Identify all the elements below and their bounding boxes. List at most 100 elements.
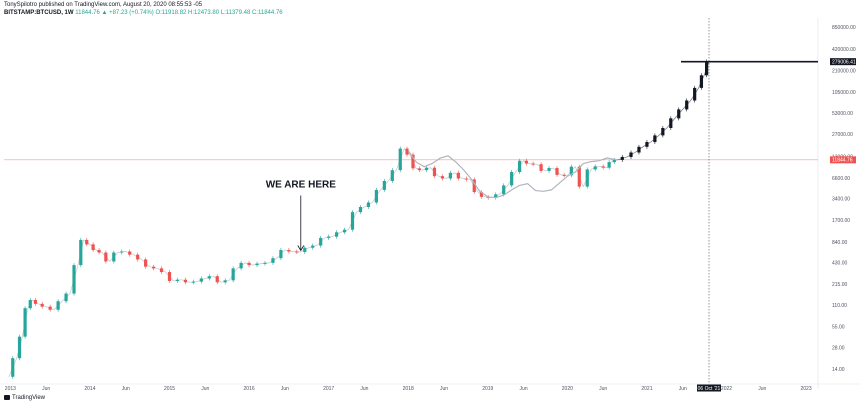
y-tick-label: 430.00 <box>832 261 848 267</box>
annotation-text: WE ARE HERE <box>266 180 337 191</box>
x-tick-label: 2023 <box>801 386 812 392</box>
candle-body <box>418 168 421 170</box>
candle-body <box>532 164 535 165</box>
candle-body <box>72 265 75 293</box>
y-tick-label: 55.00 <box>832 325 845 331</box>
candle-body <box>391 170 394 181</box>
candle-body <box>586 169 589 186</box>
x-tick-label: 2018 <box>403 386 414 392</box>
tradingview-logo-icon <box>4 395 10 400</box>
candle-body <box>637 147 640 153</box>
candle-body <box>669 118 672 128</box>
candle-body <box>104 253 107 262</box>
candle-body <box>621 157 624 160</box>
candle-body <box>184 280 187 283</box>
candle-body <box>653 135 656 142</box>
candle-body <box>303 248 306 252</box>
candle-body <box>120 251 123 252</box>
y-tick-label: 14.00 <box>832 367 845 373</box>
x-tick-label: Jun <box>42 386 50 392</box>
candle-body <box>263 263 266 264</box>
candle-body <box>319 238 322 246</box>
series-group <box>9 60 709 379</box>
candle-body <box>240 263 243 269</box>
x-tick-label: Jun <box>520 386 528 392</box>
current-price-tag-text: 11844.76 <box>832 158 853 164</box>
x-tick-label: 2019 <box>482 386 493 392</box>
candle-body <box>555 168 558 175</box>
candle-body <box>160 268 163 272</box>
candle-body <box>192 282 195 283</box>
target-price-tag-text: 279006.41 <box>832 59 856 65</box>
x-tick-label: Jun <box>281 386 289 392</box>
x-tick-label: 2021 <box>641 386 652 392</box>
candle-body <box>367 203 370 207</box>
candle-body <box>449 173 452 179</box>
candle-body <box>465 178 468 179</box>
x-tick-label: Jun <box>758 386 766 392</box>
candle-body <box>327 237 330 238</box>
x-tick-label: Jun <box>122 386 130 392</box>
candle-body <box>232 268 235 280</box>
y-tick-label: 850000.00 <box>832 25 856 31</box>
candle-body <box>629 152 632 156</box>
candle-body <box>271 258 274 263</box>
candle-body <box>608 162 611 168</box>
x-tick-label: Jun <box>599 386 607 392</box>
candle-body <box>405 149 408 155</box>
candle-body <box>677 109 680 118</box>
candle-body <box>563 175 566 176</box>
annotation: WE ARE HERE <box>266 180 337 251</box>
x-tick-label: Jun <box>360 386 368 392</box>
y-tick-label: 53000.00 <box>832 111 853 117</box>
candle-body <box>287 250 290 251</box>
candle-body <box>41 304 44 307</box>
x-tick-label: 2015 <box>164 386 175 392</box>
candle-body <box>645 142 648 147</box>
y-axis: 850000.00 420000.00 210000.00 105000.00 5300… <box>818 18 856 389</box>
x-tick-label: Jun <box>440 386 448 392</box>
x-tick-label: 2016 <box>244 386 255 392</box>
candle-body <box>602 166 605 167</box>
candle-body <box>594 166 597 169</box>
candle-body <box>64 294 67 302</box>
candle-body <box>152 267 155 269</box>
candle-body <box>661 128 664 135</box>
candle-body <box>375 190 378 203</box>
candle-body <box>176 280 179 281</box>
y-tick-label: 1700.00 <box>832 218 850 224</box>
candle-body <box>351 212 354 230</box>
y-tick-label: 420000.00 <box>832 47 856 53</box>
candle-body <box>343 230 346 233</box>
candle-body <box>85 240 88 244</box>
candle-body <box>216 276 219 282</box>
candle-body <box>144 259 147 266</box>
candle-body <box>311 246 314 248</box>
candle-body <box>705 62 708 76</box>
candle-body <box>208 276 211 278</box>
y-tick-label: 215.00 <box>832 282 848 288</box>
candle-body <box>433 168 436 176</box>
candle-body <box>525 161 528 164</box>
tradingview-logo-text: TradingView <box>12 395 45 401</box>
candle-body <box>11 358 14 377</box>
candle-body <box>693 88 696 101</box>
candle-body <box>399 149 402 171</box>
candle-body <box>97 250 100 252</box>
candle-body <box>518 161 521 172</box>
x-axis: 2013 Jun 2014 Jun 2015 Jun 2016 Jun 2017 Jun 2018 J… <box>0 384 860 392</box>
x-tick-label: 2020 <box>562 386 573 392</box>
candle-body <box>502 185 505 194</box>
y-tick-label: 28.00 <box>832 346 845 352</box>
candle-body <box>79 240 82 265</box>
candle-body <box>685 100 688 109</box>
projection-line <box>618 62 710 160</box>
candle-body <box>613 160 616 162</box>
y-tick-label: 110.00 <box>832 303 847 309</box>
candle-body <box>247 263 250 265</box>
price-tags: 279006.41 11844.76 06 Oct '21 <box>697 58 856 392</box>
y-tick-label: 3400.00 <box>832 196 850 202</box>
candle-body <box>383 181 386 190</box>
candle-body <box>200 278 203 281</box>
